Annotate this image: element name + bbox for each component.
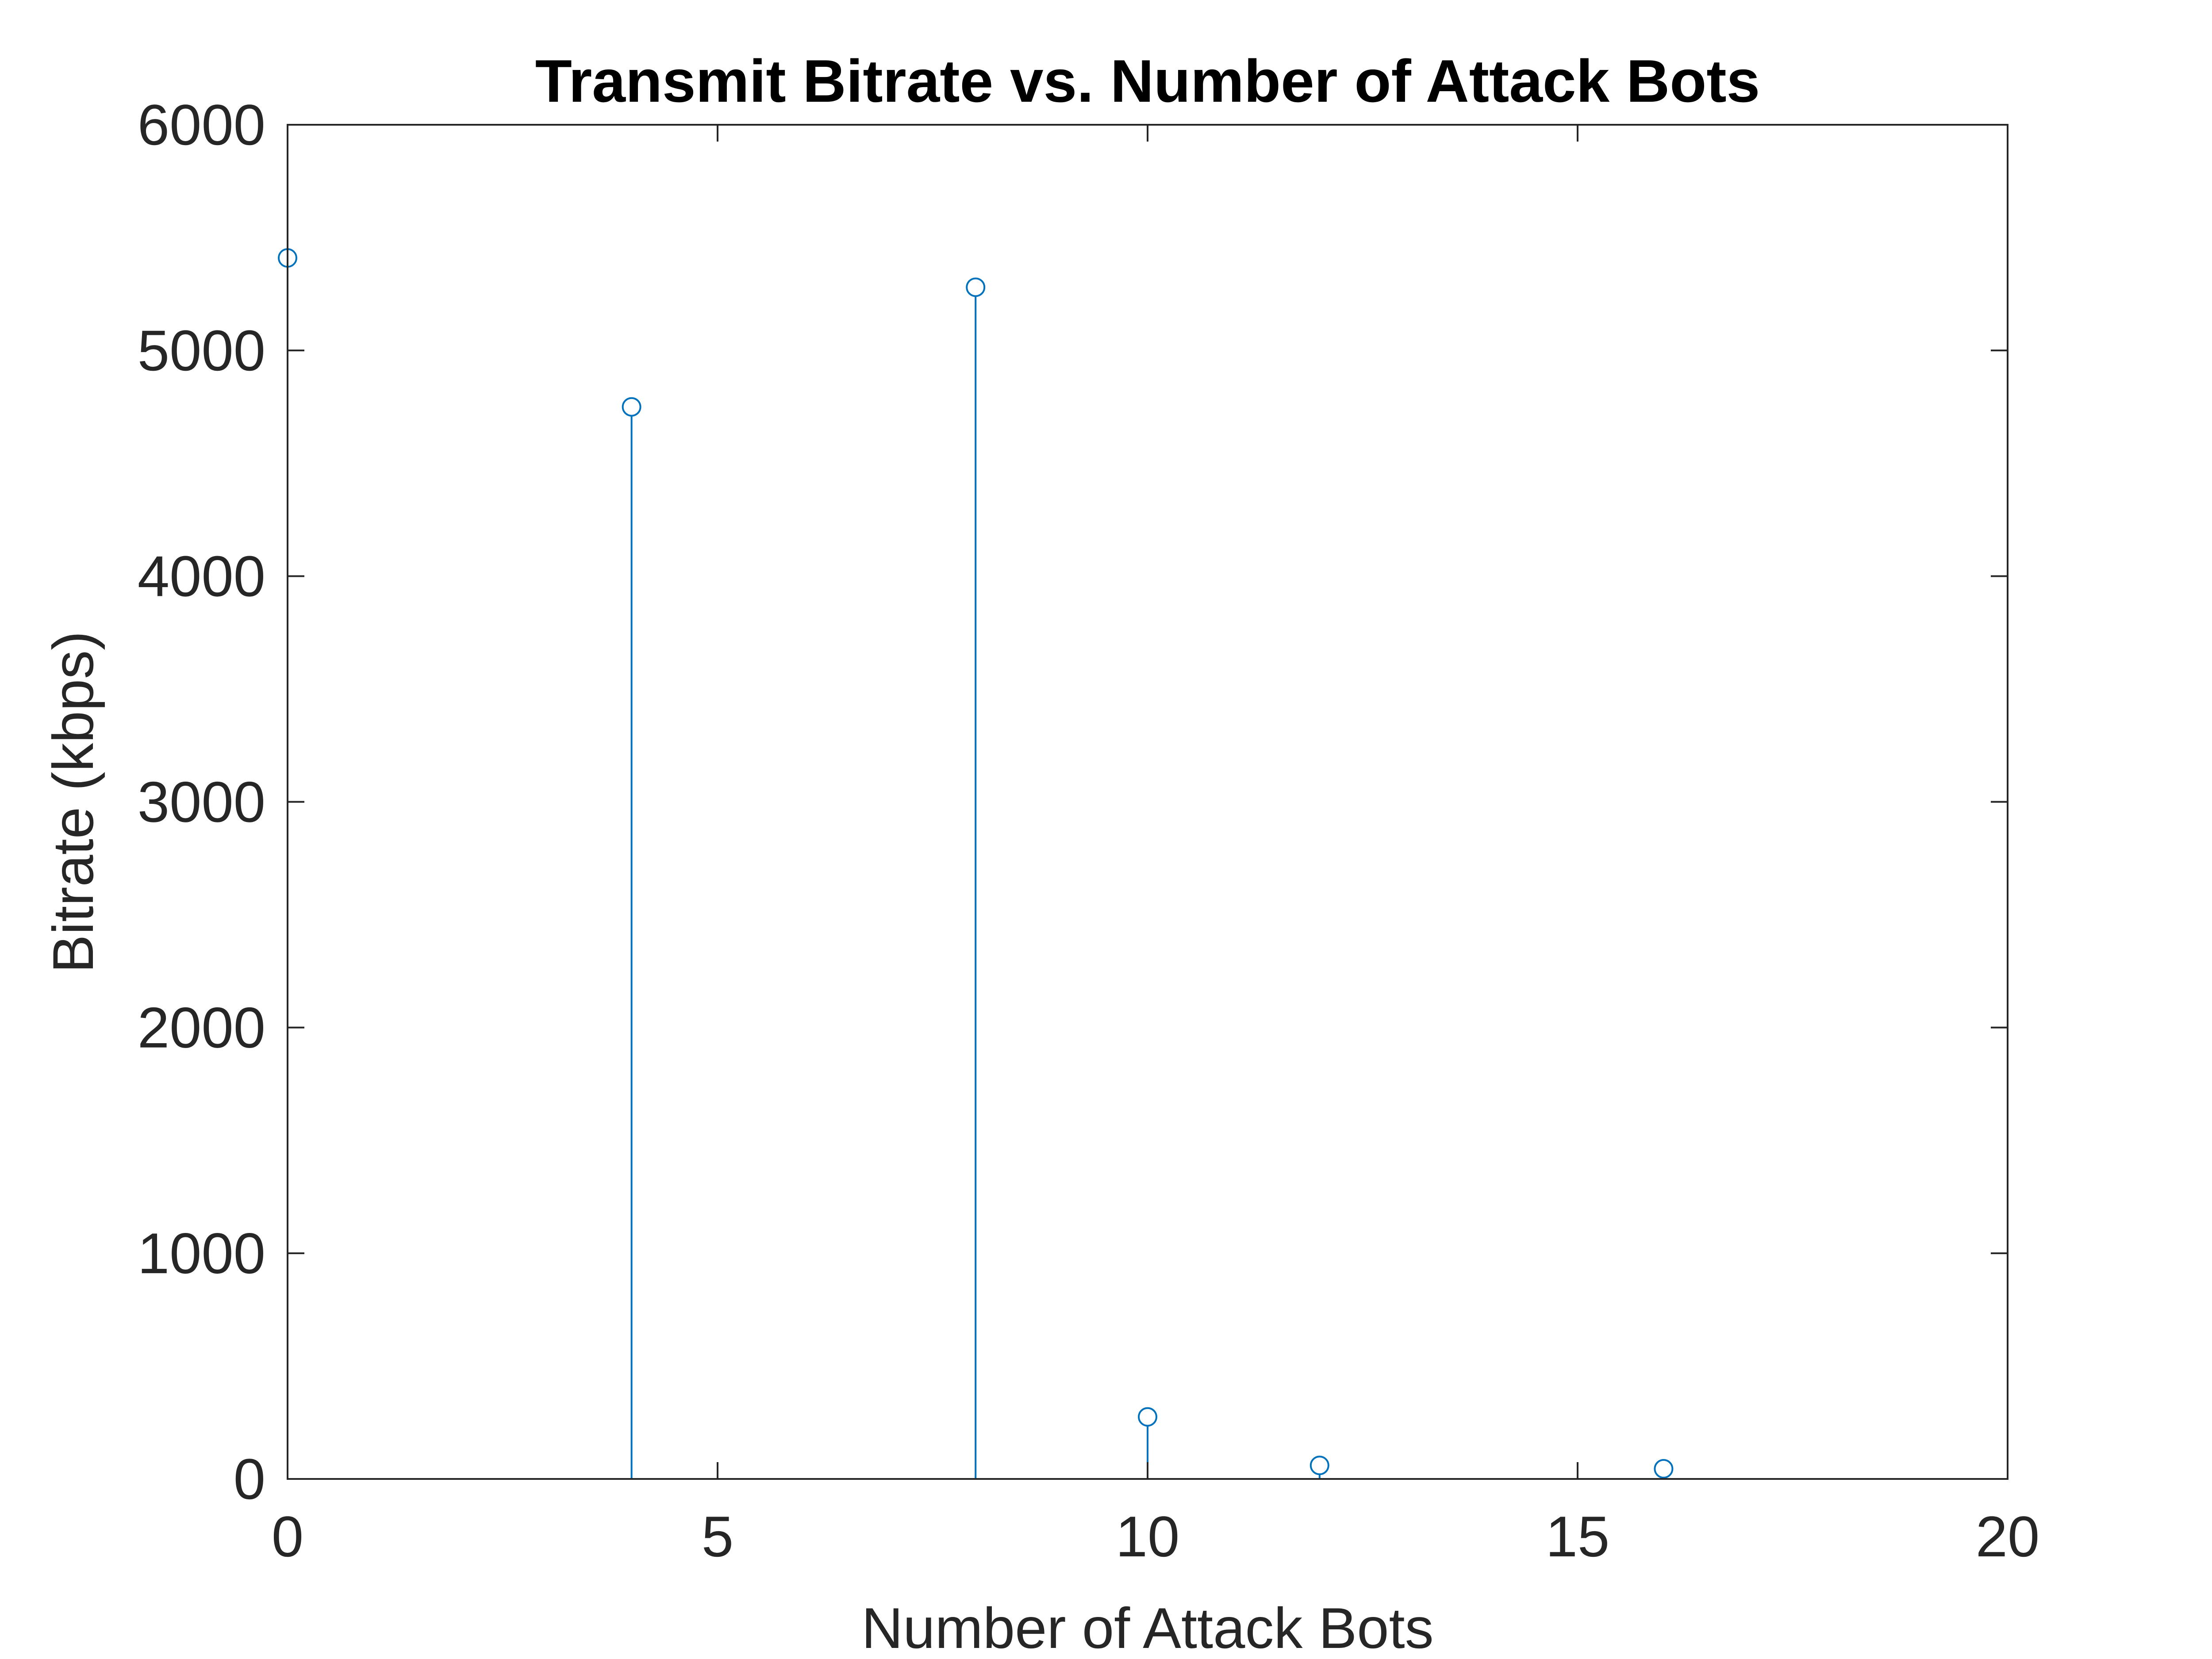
stem-marker <box>1654 1459 1674 1479</box>
y-tick-label: 6000 <box>138 92 265 157</box>
y-tick-label: 2000 <box>138 995 265 1060</box>
stem-marker <box>1310 1455 1329 1475</box>
stem-marker <box>1138 1407 1157 1427</box>
y-tick-label: 5000 <box>138 318 265 383</box>
chart-title: Transmit Bitrate vs. Number of Attack Bo… <box>535 47 1760 115</box>
y-tick-label: 0 <box>234 1447 265 1511</box>
y-ticks: 0 1000 2000 3000 4000 5000 6000 <box>138 92 2008 1511</box>
x-tick-label: 10 <box>1116 1504 1180 1569</box>
x-tick-label: 20 <box>1976 1504 2040 1569</box>
x-tick-label: 5 <box>702 1504 733 1569</box>
y-tick-label: 1000 <box>138 1221 265 1286</box>
stem-marker <box>622 397 641 417</box>
x-tick-label: 15 <box>1546 1504 1610 1569</box>
y-tick-label: 3000 <box>138 770 265 834</box>
y-tick-label: 4000 <box>138 544 265 608</box>
x-ticks: 0 5 10 15 20 <box>272 125 2039 1569</box>
x-axis-label: Number of Attack Bots <box>861 1596 1433 1659</box>
stem-marker <box>966 277 986 297</box>
x-tick-label: 0 <box>272 1504 303 1569</box>
y-axis-label: Bitrate (kbps) <box>41 631 105 973</box>
